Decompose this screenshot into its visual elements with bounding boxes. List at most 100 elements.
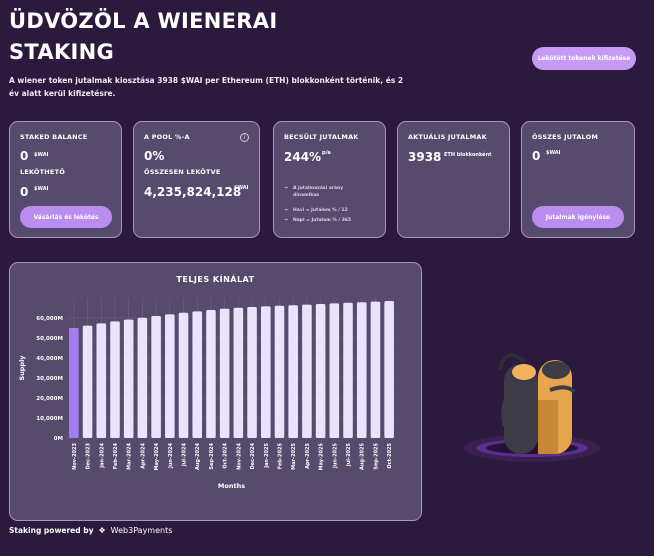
staked-balance-label: STAKED BALANCE (20, 133, 88, 141)
page-subtitle: A wiener token jutalmak kiosztása 3938 $… (9, 76, 404, 98)
current-rewards-label: AKTUÁLIS JUTALMAK (408, 133, 487, 141)
x-tick-label: Jun-2024 (168, 442, 174, 468)
current-rewards-card: AKTUÁLIS JUTALMAK 3938 ETH blokkonként (397, 121, 510, 238)
stakeable-unit: $WAI (34, 186, 49, 192)
estimated-rewards-card: BECSÜLT JUTALMAK 244% p/a → A jutalmazás… (273, 121, 386, 238)
x-axis-label: Months (218, 482, 245, 490)
x-tick-label: Jun-2025 (332, 442, 338, 468)
x-tick-label: Mar-2025 (291, 442, 297, 469)
supply-bar (206, 310, 216, 438)
x-tick-label: Aug-2024 (195, 442, 201, 470)
x-tick-label: Feb-2024 (113, 442, 119, 469)
supply-bar (123, 319, 134, 438)
footer: Staking powered by ❖ Web3Payments (9, 526, 172, 535)
reward-note-dynamic: A jutalmazási arány dinamikus (293, 186, 344, 198)
x-tick-label: May-2024 (154, 442, 160, 470)
total-rewards-card: ÖSSZES JUTALOM 0 $WAI Jutalmak igénylése (521, 121, 635, 238)
buy-and-stake-button[interactable]: Vásárlás és lekötés (20, 206, 112, 228)
x-tick-label: Jul-2024 (182, 442, 188, 467)
x-tick-label: Sep-2024 (209, 442, 215, 469)
y-tick-label: 10,000M (36, 416, 63, 422)
x-tick-label: May-2025 (319, 442, 325, 470)
supply-bar (356, 302, 367, 438)
claim-rewards-button[interactable]: Jutalmak igénylése (532, 206, 624, 228)
info-icon[interactable]: i (240, 133, 249, 142)
total-rewards-value: 0 (532, 149, 541, 163)
x-tick-label: Jul-2025 (346, 442, 352, 467)
y-tick-label: 40,000M (36, 356, 63, 362)
supply-bar (69, 328, 79, 438)
footer-brand[interactable]: Web3Payments (110, 526, 173, 535)
supply-bar (110, 321, 120, 438)
total-staked-unit: $WAI (234, 185, 249, 191)
x-tick-label: Apr-2024 (140, 442, 146, 468)
reward-note-monthly: Havi = Jutalom % / 12 (293, 208, 348, 213)
y-tick-label: 60,000M (36, 316, 63, 322)
total-supply-chart: 0M 10,000M 20,000M 30,000M 40,000M 50,000M 60,… (18, 298, 396, 490)
current-rewards-value: 3938 (408, 150, 442, 164)
pool-share-value: 0% (144, 149, 165, 163)
supply-bar (288, 305, 298, 438)
supply-bar (192, 311, 203, 438)
stakeable-label: LEKÖTHETŐ (20, 168, 65, 176)
staked-balance-unit: $WAI (34, 152, 49, 158)
total-rewards-unit: $WAI (546, 150, 561, 156)
x-tick-label: Apr-2025 (305, 442, 311, 468)
withdraw-staked-button[interactable]: Lekötött tokenek kifizetése (532, 47, 636, 70)
supply-bar (219, 308, 230, 438)
x-tick-label: Dec-2024 (250, 442, 256, 469)
web3payments-logo-icon: ❖ (98, 526, 106, 535)
x-tick-label: Nov-2024 (236, 442, 242, 469)
x-tick-label: Jan-2025 (264, 442, 270, 468)
supply-bar (96, 323, 107, 438)
pool-share-card: A POOL %-A i 0% ÖSSZESEN LEKÖTVE 4,235,8… (133, 121, 260, 238)
estimated-rewards-value: 244% (284, 150, 322, 164)
supply-bar (370, 301, 381, 438)
supply-bar (302, 304, 312, 438)
supply-bar (343, 302, 353, 438)
x-tick-label: Oct-2024 (223, 442, 229, 468)
total-staked-label: ÖSSZESEN LEKÖTVE (144, 168, 221, 176)
y-tick-label: 30,000M (36, 376, 63, 382)
supply-bar (384, 301, 394, 438)
pool-share-label: A POOL %-A (144, 133, 190, 141)
supply-bar (151, 316, 161, 438)
total-rewards-label: ÖSSZES JUTALOM (532, 133, 599, 141)
y-tick-label: 20,000M (36, 396, 63, 402)
x-tick-label: Mar-2024 (127, 442, 133, 469)
x-tick-label: Aug-2025 (360, 442, 366, 470)
x-tick-label: Sep-2025 (373, 442, 379, 469)
y-tick-label: 50,000M (36, 336, 63, 342)
current-rewards-unit: ETH blokkonként (444, 152, 492, 158)
supply-bar (329, 303, 340, 438)
supply-bar (82, 325, 93, 438)
total-staked-value: 4,235,824,128 (144, 185, 242, 199)
supply-bar (315, 304, 326, 438)
supply-bar (233, 307, 244, 438)
page-title: ÜDVÖZÖL A WIENERAI STAKING (9, 9, 278, 64)
wiener-dog-mascot-image (464, 353, 600, 462)
stakeable-value: 0 (20, 185, 29, 199)
x-tick-label: Feb-2025 (277, 442, 283, 469)
reward-note-daily: Napi = Jutalom % / 365 (293, 218, 352, 223)
supply-bar (260, 306, 271, 438)
estimated-rewards-unit: p/a (322, 150, 331, 156)
estimated-rewards-label: BECSÜLT JUTALMAK (284, 133, 359, 141)
x-tick-label: Oct-2025 (387, 442, 393, 468)
x-tick-label: Nov-2023 (72, 442, 78, 469)
chart-title: TELJES KÍNÁLAT (176, 275, 255, 284)
note-arrow-icon: → (284, 208, 288, 213)
supply-bar (247, 307, 257, 438)
supply-bar (137, 317, 148, 438)
supply-bar (274, 305, 285, 438)
staked-balance-card: STAKED BALANCE 0 $WAI LEKÖTHETŐ 0 $WAI V… (9, 121, 122, 238)
footer-powered-by: Staking powered by (9, 526, 94, 535)
note-arrow-icon: → (284, 218, 288, 223)
supply-bar (165, 314, 175, 438)
y-axis-label: Supply (18, 355, 26, 381)
note-arrow-icon: → (284, 186, 288, 191)
x-tick-label: Jan-2024 (99, 442, 105, 468)
staked-balance-value: 0 (20, 149, 29, 163)
x-tick-label: Dec-2023 (86, 442, 92, 469)
y-tick-label: 0M (54, 436, 63, 442)
